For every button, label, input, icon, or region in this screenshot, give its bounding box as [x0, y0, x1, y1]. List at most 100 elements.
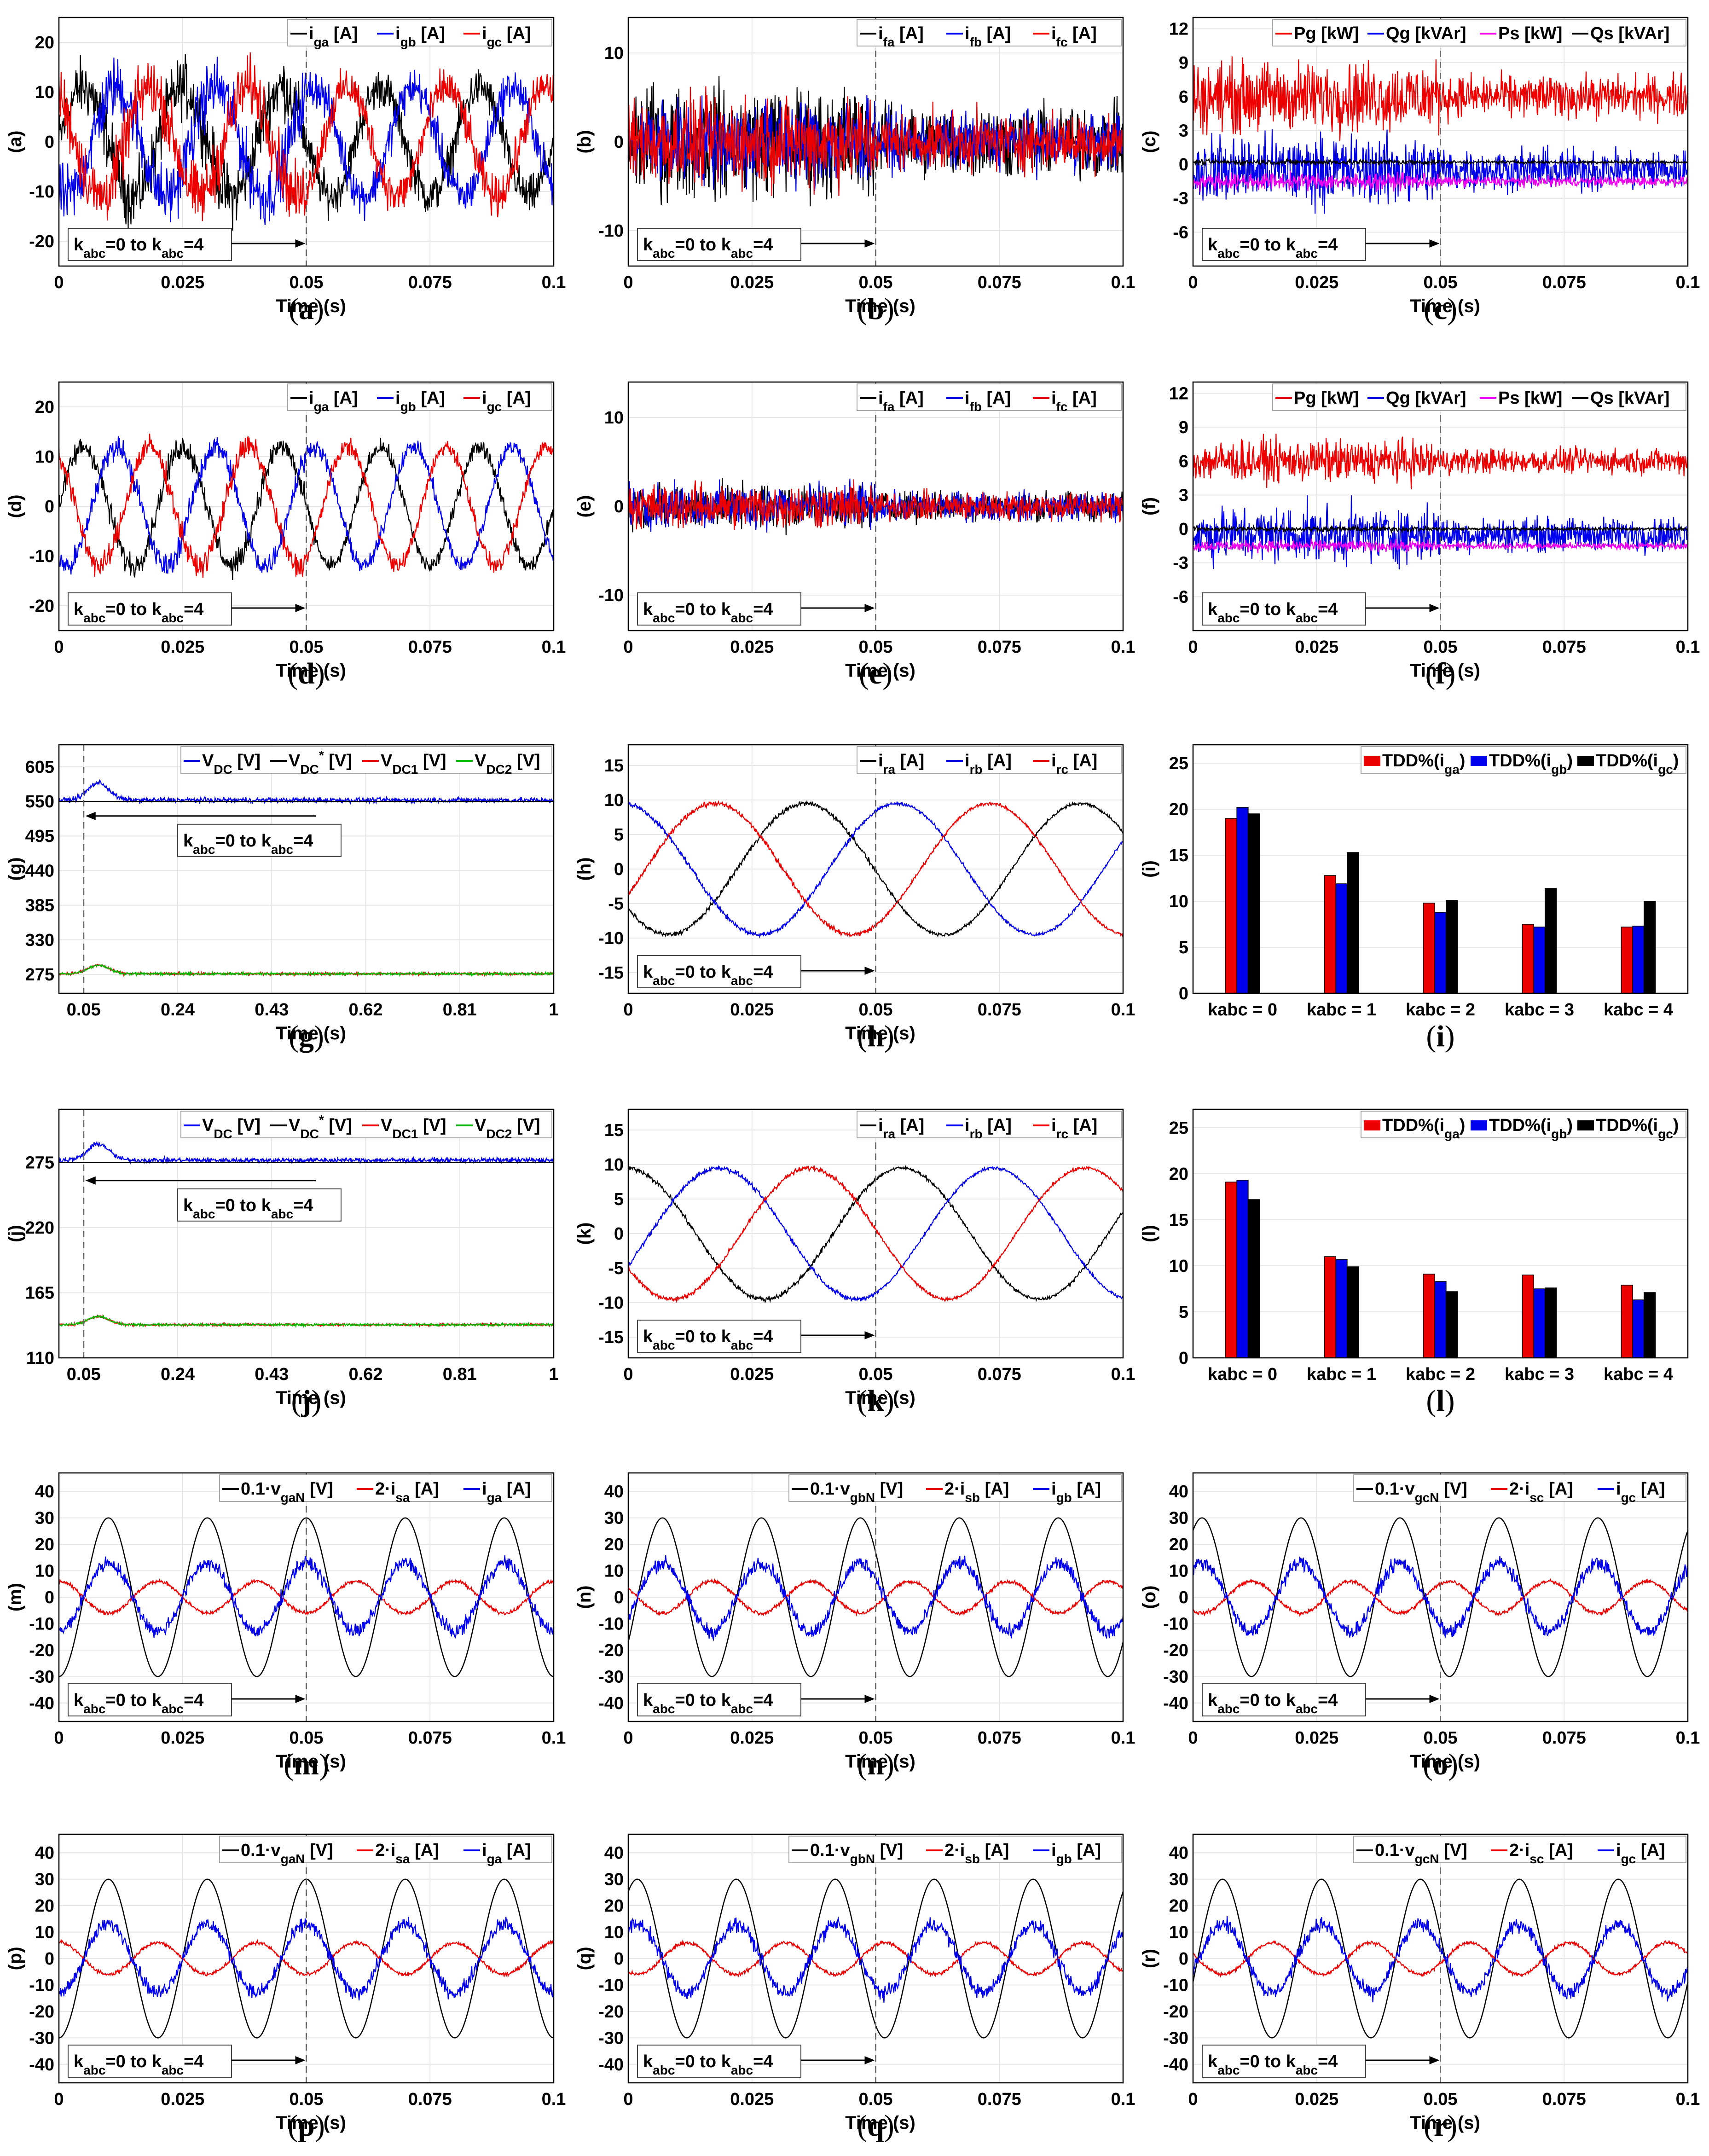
caption-part: ( [1425, 657, 1436, 690]
y-tick-label: 5 [1179, 1303, 1188, 1322]
bar [1248, 1199, 1260, 1358]
caption-part: ( [859, 657, 869, 690]
annotation-text-part: abc [162, 1702, 184, 1716]
x-tick-label: 0 [1188, 2090, 1198, 2109]
panel-caption: (c) [1424, 292, 1457, 326]
annotation-text-part: abc [653, 1338, 675, 1352]
annotation-text-part: =4 [753, 1691, 773, 1710]
caption-part: ( [288, 2109, 298, 2143]
legend-label-part: i [395, 388, 400, 408]
x-tick-label: 0.1 [1676, 1728, 1700, 1748]
panel-o: -40 -30 -20 -10 0 10 20 30 40 0 0.025 0.05 0.075 0.1 T… [1139, 1472, 1700, 1781]
annotation-text-part: k [643, 962, 653, 982]
legend-label: 2·isc [A] [1509, 1841, 1573, 1866]
legend-label: TDD%(iga) [1382, 1116, 1465, 1141]
legend-label-part: TDD%(i [1596, 751, 1658, 771]
x-tick-label: 0 [623, 1728, 633, 1748]
bar [1324, 1256, 1336, 1358]
caption-part: ( [1424, 292, 1434, 326]
y-tick-label: 110 [26, 1349, 54, 1368]
annotation-text-part: k [74, 1691, 84, 1710]
caption-part: l [1436, 1384, 1444, 1418]
legend-label-part: ra [883, 762, 896, 777]
annotation-text-part: =4 [753, 1327, 773, 1346]
y-tick-label: -10 [598, 929, 624, 948]
x-tick-label: 0.075 [978, 638, 1021, 657]
legend-label: igc [A] [1616, 1841, 1665, 1866]
y-tick-label: -40 [29, 2055, 54, 2075]
bar [1522, 1275, 1534, 1358]
legend-label-part: [V] [324, 751, 352, 771]
caption-part: ) [884, 1020, 894, 1053]
y-tick-label: -20 [1163, 2002, 1188, 2022]
annotation-box [177, 823, 342, 857]
annotation-text-part: abc [83, 246, 105, 261]
bar [1236, 1180, 1249, 1358]
y-tick-label: 15 [1169, 1211, 1188, 1230]
bar [1644, 1292, 1656, 1358]
caption-part: ) [314, 292, 324, 326]
x-tick-label: 0.025 [730, 273, 774, 292]
legend-label-part: [A] [416, 24, 445, 43]
legend-label-part: Pg [kW] [1294, 388, 1359, 408]
legend-label-part: rb [970, 762, 983, 777]
annotation-text-part: abc [731, 1338, 753, 1352]
y-tick-label: 5 [614, 825, 624, 845]
y-tick-label: 10 [1169, 1257, 1188, 1276]
legend-label-part: rb [970, 1127, 983, 1141]
legend-label-part: sa [395, 1852, 410, 1866]
x-tick-label: 0.075 [978, 1728, 1021, 1748]
legend: Pg [kW] Qg [kVAr] Ps [kW] Qs [kVAr] [1272, 19, 1686, 46]
caption-part: ( [857, 2109, 867, 2143]
x-axis-label: Time (s) [276, 2113, 346, 2133]
y-axis-label: (d) [5, 494, 25, 518]
panel-caption: (a) [289, 292, 324, 326]
y-axis-label: (n) [574, 1585, 595, 1609]
legend: ira [A] irb [A] irc [A] [857, 1111, 1122, 1141]
annotation-text-part: abc [1296, 611, 1318, 625]
legend-label: 2·isc [A] [1509, 1479, 1573, 1505]
y-tick-label: 20 [35, 1535, 54, 1554]
legend-label-part: gb [400, 400, 416, 414]
series-line [1192, 495, 1689, 570]
legend: TDD%(iga) TDD%(igb) TDD%(igc) [1361, 1111, 1686, 1141]
annotation-text-part: =4 [1318, 235, 1338, 255]
legend-label: igb [A] [1051, 1841, 1101, 1866]
legend-label-part: Qg [kVAr] [1386, 388, 1466, 408]
x-tick-label: 0.05 [67, 1365, 101, 1384]
x-tick-label: 0.075 [408, 1728, 452, 1748]
annotation-text-part: =4 [753, 962, 773, 982]
legend-label-part: [A] [1068, 751, 1097, 771]
legend-label: 0.1·vgbN [V] [810, 1479, 903, 1505]
legend-label: VDC2 [V] [475, 1116, 540, 1141]
x-tick-label: 0.05 [1424, 638, 1458, 657]
y-tick-label: 20 [35, 1896, 54, 1916]
legend-label-part: i [1051, 1479, 1056, 1499]
panel-h: -15 -10 -5 0 5 10 15 0 0.025 0.05 0.075 0.1 Time (s)… [574, 744, 1135, 1053]
legend-label-part: V [289, 1116, 301, 1135]
bar [1335, 883, 1348, 994]
caption-part: p [298, 2109, 315, 2143]
legend-label-part: [A] [502, 1841, 531, 1860]
panel-m: -40 -30 -20 -10 0 10 20 30 40 0 0.025 0.05 0.075 0.1 T… [5, 1472, 566, 1781]
legend-label-part: ga [314, 400, 329, 414]
legend-label-part: [V] [232, 1116, 261, 1135]
x-tick-label: 0.025 [1295, 638, 1338, 657]
legend: 0.1·vgaN [V] 2·isa [A] iga [A] [219, 1474, 552, 1505]
legend-label-part: fa [883, 400, 895, 414]
legend-label: ira [A] [878, 751, 924, 777]
y-axis-label: (a) [5, 131, 25, 153]
legend-label-part: V [475, 751, 487, 771]
annotation-text-part: abc [271, 842, 293, 856]
x-tick-label: 0.075 [978, 273, 1021, 292]
legend-box [219, 1474, 552, 1502]
legend-label: VDC* [V] [289, 748, 352, 777]
caption-part: h [867, 1020, 884, 1053]
x-tick-label: 0.025 [730, 638, 774, 657]
panel-caption: (g) [289, 1020, 324, 1053]
legend-label-part: 0.1·v [241, 1841, 281, 1860]
y-tick-label: 10 [604, 1562, 624, 1581]
legend-label-part: 2·i [1509, 1479, 1529, 1499]
legend-box [1361, 1111, 1686, 1138]
legend-box [1353, 1474, 1686, 1502]
